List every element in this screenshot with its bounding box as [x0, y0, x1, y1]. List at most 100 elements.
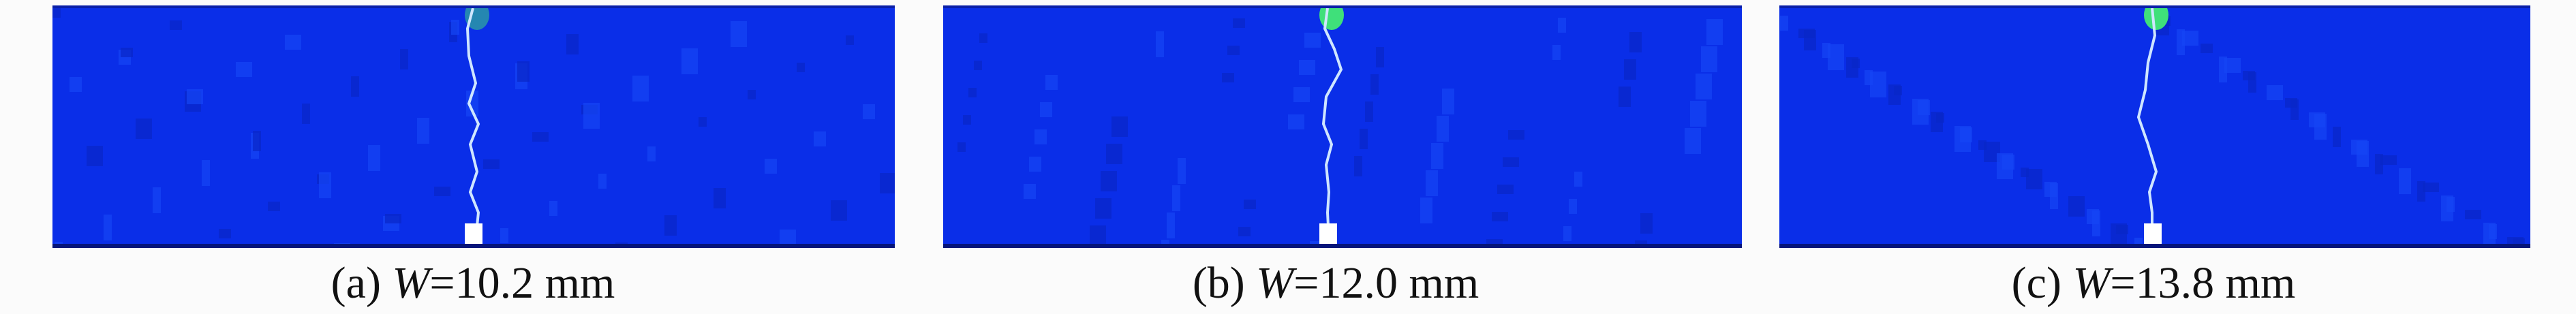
damage-speckle: [1558, 18, 1566, 33]
caption-a: (a) W=10.2 mm: [331, 257, 615, 309]
simulation-panel-c: [1779, 5, 2530, 248]
damage-speckle: [963, 115, 971, 125]
damage-speckle: [1156, 31, 1164, 57]
damage-speckle: [880, 173, 895, 193]
damage-speckle: [187, 89, 203, 104]
damage-speckle: [1024, 184, 1036, 199]
damage-speckle: [814, 131, 826, 146]
damage-field: [1780, 8, 2525, 244]
damage-speckle: [1167, 213, 1175, 238]
damage-speckle: [1029, 157, 1041, 172]
damage-speckle: [1635, 240, 1647, 244]
damage-speckle: [400, 49, 408, 69]
damage-speckle: [1045, 75, 1058, 90]
damage-speckle: [52, 8, 61, 18]
damage-speckle: [1431, 143, 1443, 169]
damage-speckle: [1101, 171, 1117, 191]
caption-value: =13.8 mm: [2110, 258, 2296, 308]
damage-speckle: [2021, 168, 2029, 177]
damage-speckle: [968, 88, 977, 97]
damage-speckle: [1569, 199, 1577, 214]
damage-speckle: [1360, 129, 1368, 149]
damage-speckle: [1288, 114, 1304, 129]
damage-speckle: [2267, 85, 2283, 100]
damage-speckle: [55, 242, 63, 244]
damage-speckle: [87, 146, 103, 166]
damage-speckle: [780, 230, 796, 244]
damage-speckle: [1299, 60, 1315, 75]
damage-speckle: [1310, 241, 1326, 244]
damage-speckle: [2309, 112, 2325, 127]
damage-speckle: [1690, 101, 1706, 127]
damage-speckle: [2224, 58, 2241, 73]
damage-speckle: [974, 61, 982, 70]
damage-speckle: [2111, 223, 2127, 244]
damage-speckle: [1912, 99, 1929, 125]
damage-speckle: [302, 104, 310, 124]
damage-speckle: [1978, 140, 1987, 150]
damage-speckle: [517, 61, 530, 82]
damage-speckle: [1954, 126, 1971, 152]
damage-speckle: [532, 132, 549, 142]
damage-speckle: [1034, 129, 1047, 144]
caption-c: (c) W=13.8 mm: [2012, 257, 2296, 309]
damage-speckle: [2285, 98, 2297, 108]
damage-speckle: [1706, 19, 1723, 45]
damage-speckle: [285, 35, 301, 50]
damage-speckle: [451, 20, 459, 35]
damage-speckle: [1503, 157, 1519, 167]
damage-speckle: [368, 145, 380, 171]
damage-speckle: [2375, 154, 2383, 174]
damage-speckle: [1420, 198, 1432, 223]
damage-speckle: [1365, 101, 1373, 122]
damage-speckle: [1376, 47, 1384, 67]
notch: [2144, 223, 2162, 244]
damage-speckle: [846, 35, 854, 45]
damage-speckle: [2177, 29, 2185, 55]
damage-speckle: [1437, 116, 1449, 142]
damage-speckle: [1486, 239, 1503, 244]
damage-speckle: [2201, 44, 2213, 53]
notch: [465, 223, 482, 244]
damage-speckle: [765, 159, 777, 174]
damage-speckle: [2380, 155, 2397, 165]
damage-speckle: [2087, 209, 2099, 224]
damage-speckle: [2483, 223, 2496, 244]
damage-speckle: [863, 104, 875, 119]
damage-field: [52, 8, 895, 244]
damage-speckle: [121, 48, 133, 57]
damage-speckle: [1238, 227, 1251, 236]
damage-speckle: [2507, 237, 2524, 244]
damage-speckle: [2441, 195, 2453, 221]
damage-speckle: [1574, 172, 1582, 187]
damage-speckle: [1178, 158, 1186, 184]
damage-speckle: [466, 91, 478, 116]
damage-speckle: [136, 119, 152, 139]
damage-speckle: [1563, 226, 1571, 241]
damage-speckle: [268, 202, 280, 211]
damage-speckle: [2399, 168, 2411, 194]
damage-speckle: [1629, 32, 1642, 52]
damage-speckle: [1865, 70, 1873, 85]
damage-speckle: [632, 76, 649, 101]
damage-speckle: [319, 172, 331, 198]
damage-speckle: [1640, 213, 1653, 234]
damage-speckle: [2351, 140, 2367, 155]
damage-speckle: [1508, 130, 1524, 140]
damage-speckle: [549, 201, 557, 216]
damage-speckle: [153, 187, 161, 213]
damage-speckle: [236, 62, 252, 77]
damage-speckle: [334, 243, 350, 244]
damage-speckle: [1701, 46, 1717, 72]
damage-speckle: [598, 174, 607, 189]
damage-speckle: [1822, 43, 1830, 58]
damage-speckle: [1685, 128, 1701, 154]
damage-speckle: [1222, 73, 1234, 82]
damage-speckle: [1354, 156, 1362, 176]
damage-speckle: [957, 142, 966, 152]
caption-value: =12.0 mm: [1293, 258, 1479, 308]
damage-speckle: [714, 188, 726, 208]
damage-speckle: [2134, 238, 2143, 244]
damage-speckle: [2068, 196, 2085, 217]
damage-field: [957, 8, 1723, 244]
